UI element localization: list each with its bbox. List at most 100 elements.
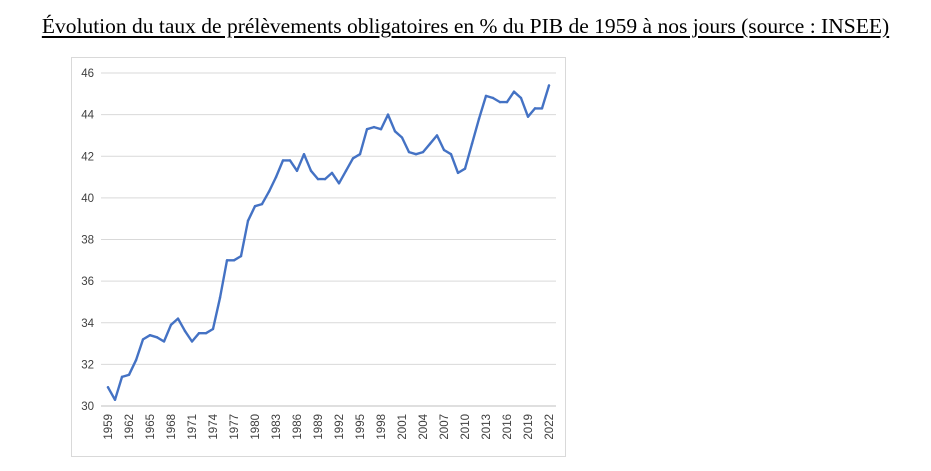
data-point (400, 136, 404, 139)
data-point (162, 340, 166, 343)
data-point (421, 150, 425, 154)
data-point (120, 375, 124, 379)
data-point (204, 331, 208, 335)
data-point (526, 115, 530, 118)
data-point (365, 127, 369, 131)
data-point (253, 205, 257, 208)
data-point (498, 100, 502, 104)
data-point (127, 373, 131, 376)
data-point (463, 167, 467, 170)
data-point (533, 107, 537, 110)
data-point (393, 130, 397, 133)
data-point (211, 327, 215, 331)
data-point (484, 94, 488, 98)
data-point (218, 296, 222, 299)
y-tick-label: 36 (81, 276, 94, 288)
series-group (106, 84, 551, 401)
x-tick-label: 2016 (502, 414, 514, 440)
x-tick-label: 1974 (208, 413, 220, 439)
y-tick-label: 38 (81, 235, 94, 247)
data-point (470, 142, 474, 145)
data-point (281, 159, 285, 162)
x-tick-label: 1983 (271, 414, 283, 440)
data-point (379, 127, 383, 131)
y-tick-label: 42 (81, 151, 94, 163)
x-tick-label: 2010 (460, 414, 472, 440)
x-tick-label: 2013 (481, 414, 493, 440)
x-tick-label: 1986 (292, 414, 304, 440)
data-point (183, 329, 187, 333)
data-point (477, 117, 481, 120)
data-point (358, 152, 362, 156)
x-tick-label: 1998 (376, 414, 388, 440)
data-point (435, 134, 439, 137)
x-tick-label: 1980 (250, 414, 262, 440)
data-point (176, 317, 180, 320)
data-point (190, 340, 194, 343)
chart-title: Évolution du taux de prélèvements obliga… (41, 14, 890, 38)
data-point (519, 96, 523, 100)
data-point (134, 359, 138, 362)
y-axis: 30 32 34 36 38 40 42 44 46 (81, 68, 94, 413)
x-axis: 1959 1962 1965 1968 1971 1974 1977 1980 1983 1986… (103, 413, 556, 439)
data-point (442, 148, 446, 152)
x-tick-label: 1959 (103, 414, 115, 440)
data-point (428, 142, 432, 145)
data-point (505, 100, 509, 104)
data-point (274, 175, 278, 179)
data-point (225, 259, 229, 262)
gridlines (101, 72, 556, 407)
x-tick-label: 1995 (355, 414, 367, 440)
series-line (106, 84, 551, 401)
data-point (512, 90, 516, 93)
data-point (372, 125, 376, 129)
data-point (197, 331, 201, 335)
data-point (351, 157, 355, 160)
x-tick-label: 2019 (523, 414, 535, 440)
x-tick-label: 2001 (397, 414, 409, 440)
data-point (344, 169, 348, 173)
data-point (155, 336, 159, 339)
y-tick-label: 44 (81, 110, 94, 122)
data-point (232, 259, 236, 262)
y-tick-label: 30 (81, 401, 94, 413)
data-point (386, 113, 390, 116)
data-point (169, 323, 173, 327)
data-point (260, 202, 264, 206)
data-point (414, 152, 418, 156)
data-point (239, 254, 243, 258)
data-point (323, 177, 327, 181)
y-tick-label: 46 (81, 68, 94, 80)
x-tick-label: 1962 (124, 414, 136, 440)
x-tick-label: 1977 (229, 414, 241, 440)
x-tick-label: 1971 (187, 414, 199, 440)
data-point (106, 386, 110, 389)
chart-frame (71, 57, 566, 457)
data-point (148, 334, 152, 337)
x-tick-label: 2022 (544, 414, 556, 440)
data-point (295, 169, 299, 173)
data-point (540, 107, 544, 110)
data-point (309, 169, 313, 173)
x-tick-label: 1989 (313, 414, 325, 440)
data-point (547, 84, 551, 87)
data-point (316, 177, 320, 181)
data-point (407, 150, 411, 154)
x-tick-label: 1965 (145, 414, 157, 440)
data-point (246, 219, 250, 222)
data-point (113, 398, 117, 401)
data-point (330, 171, 334, 175)
data-point (456, 171, 460, 175)
data-point (449, 152, 453, 156)
data-point (337, 182, 341, 185)
data-point (302, 152, 306, 156)
y-tick-label: 32 (81, 359, 94, 371)
data-point (491, 96, 495, 100)
y-tick-label: 40 (81, 193, 94, 205)
data-point (288, 159, 292, 162)
data-point (141, 338, 145, 341)
x-tick-label: 1968 (166, 414, 178, 440)
data-point (267, 190, 271, 193)
x-tick-label: 2007 (439, 414, 451, 440)
